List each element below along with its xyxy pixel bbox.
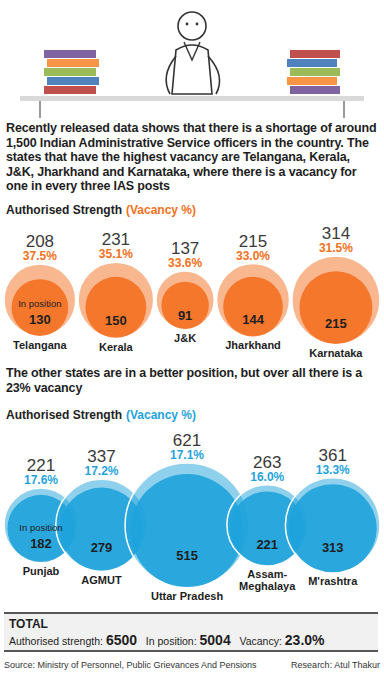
vacancy-label: 13.3% xyxy=(316,463,350,477)
book xyxy=(47,77,99,85)
bubble-authorised xyxy=(285,478,380,573)
category-label: Punjab xyxy=(23,565,60,577)
bubble-authorised xyxy=(292,256,380,344)
in-position-value: 313 xyxy=(322,540,344,555)
bubble-labels: 20837.5%In position130Telangana23135.1%1… xyxy=(13,224,363,359)
legend-value-label: (Vacancy %) xyxy=(126,408,196,422)
total-value: 6500 xyxy=(106,632,137,648)
bubble-authorised xyxy=(217,264,290,337)
in-position-value: 279 xyxy=(91,540,113,555)
research-text: Research: Atul Thakur xyxy=(291,660,380,670)
category-label: Telangana xyxy=(13,339,67,351)
category-label-part: Assam- xyxy=(247,568,287,580)
header-text: Recently released data shows that there … xyxy=(6,121,378,194)
book xyxy=(290,68,340,76)
bubble-labels: 22117.6%In position182Punjab33717.2%279A… xyxy=(19,431,358,602)
bubble-row: Authorised Strength (Vacancy %) 221 17.6% In… xyxy=(4,408,380,602)
in-position-value: 215 xyxy=(325,316,347,331)
category-label: J&K xyxy=(174,332,196,344)
bubble-in-position xyxy=(12,279,69,336)
in-position-label: In position xyxy=(19,522,62,533)
bubble-authorised xyxy=(4,264,76,336)
book xyxy=(290,86,340,94)
bubble-in-position xyxy=(299,271,372,344)
in-position-value: 144 xyxy=(242,312,264,327)
book xyxy=(44,86,96,94)
bubble-authorised xyxy=(156,271,214,329)
vacancy-label: 17.2% xyxy=(84,464,118,478)
in-position-value: 91 xyxy=(178,308,192,323)
desk-leg xyxy=(39,101,41,118)
category-label: Jharkhand xyxy=(225,339,281,351)
bubble-in-position xyxy=(161,282,208,329)
vacancy-label: 17.6% xyxy=(24,473,58,487)
category-label: Assam-Meghalaya xyxy=(239,568,296,592)
in-position-label: In position xyxy=(18,298,61,309)
total-label: Authorised strength: xyxy=(9,635,103,647)
page-canvas: Authorised Strength(Vacancy %)20837.5%In… xyxy=(0,0,384,696)
category-label: Uttar Pradesh xyxy=(151,590,223,602)
bubbles xyxy=(4,463,380,587)
bubble-authorised xyxy=(78,262,154,338)
vacancy-label: 37.5% xyxy=(23,249,57,263)
bubble-row: Authorised Strength(Vacancy %)20837.5%In… xyxy=(4,203,380,359)
vacancy-label: 33.0% xyxy=(236,249,270,263)
category-label: AGMUT xyxy=(81,574,122,586)
book xyxy=(287,77,337,85)
vacancy-label: 33.6% xyxy=(168,256,202,270)
bubble-in-position xyxy=(85,277,146,338)
total-label: Vacancy: xyxy=(239,635,281,647)
vacancy-label: 16.0% xyxy=(250,470,284,484)
chart-title: The other states are in a better positio… xyxy=(6,366,378,395)
book xyxy=(47,59,99,67)
in-position-value: 182 xyxy=(30,536,52,551)
book xyxy=(44,50,96,58)
figure-head xyxy=(178,12,206,40)
book xyxy=(44,68,96,76)
book xyxy=(287,59,337,67)
legend-value-label: (Vacancy %) xyxy=(126,203,196,217)
figure-body xyxy=(172,45,212,94)
vacancy-label: 31.5% xyxy=(319,241,353,255)
category-label: M'rashtra xyxy=(308,575,358,587)
figure-tie xyxy=(184,42,200,60)
total-row: Authorised strength: 6500 In position: 5… xyxy=(9,632,373,648)
total-label: In position: xyxy=(146,635,197,647)
total-value: 23.0% xyxy=(285,632,325,648)
source-text: Source: Ministry of Personnel, Public Gr… xyxy=(4,660,257,670)
vacancy-label: 35.1% xyxy=(99,247,133,261)
in-position-value: 130 xyxy=(29,312,51,327)
total-title: TOTAL xyxy=(9,617,373,631)
legend-label: Authorised Strength (Vacancy %) xyxy=(6,408,196,422)
desk-top xyxy=(20,96,364,101)
figure-arm xyxy=(166,56,176,94)
in-position-value: 221 xyxy=(256,537,278,552)
figure-eye xyxy=(186,23,189,26)
legend-size-label: Authorised Strength xyxy=(6,203,122,217)
legend-size-label: Authorised Strength xyxy=(6,408,122,422)
bubble-in-position xyxy=(289,484,377,572)
total-box: TOTAL Authorised strength: 6500 In posit… xyxy=(4,612,378,652)
category-label: Kerala xyxy=(99,341,134,353)
in-position-value: 515 xyxy=(176,548,198,563)
book xyxy=(290,50,340,58)
figure-eye xyxy=(196,23,199,26)
bubbles xyxy=(4,256,380,344)
vacancy-label: 17.1% xyxy=(170,448,204,462)
legend-label: Authorised Strength (Vacancy %) xyxy=(6,203,196,217)
figure-arm xyxy=(208,56,220,94)
bubble-in-position xyxy=(223,277,283,337)
illustration xyxy=(20,12,364,118)
footer: Source: Ministry of Personnel, Public Gr… xyxy=(4,660,380,670)
category-label-part: Meghalaya xyxy=(239,580,296,592)
desk-leg xyxy=(343,101,345,118)
total-value: 5004 xyxy=(200,632,231,648)
category-label: Karnataka xyxy=(309,347,363,359)
in-position-value: 150 xyxy=(105,313,127,328)
